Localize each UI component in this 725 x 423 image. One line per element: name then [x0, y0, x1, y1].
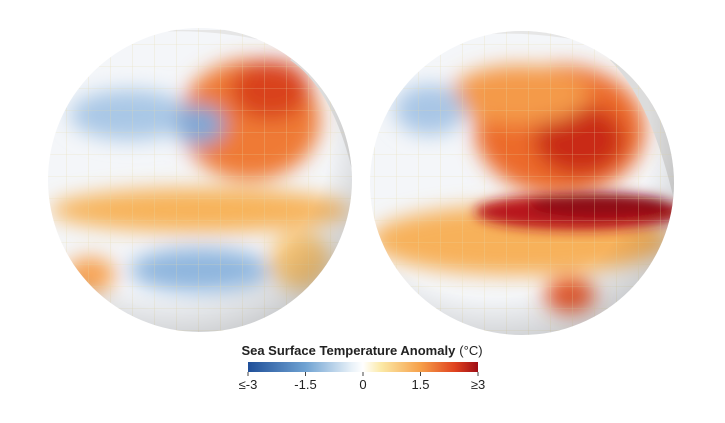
tick-label: 0	[359, 377, 366, 392]
legend-title: Sea Surface Temperature Anomaly	[241, 343, 456, 358]
tick-label: ≤-3	[239, 377, 258, 392]
legend: Sea Surface Temperature Anomaly (°C) ≤-3 -…	[239, 343, 486, 392]
tick-label: 1.5	[411, 377, 429, 392]
tick-label: ≥3	[471, 377, 485, 392]
globe-right	[370, 31, 674, 335]
tick-label: -1.5	[294, 377, 316, 392]
globe-left	[48, 28, 352, 332]
colorbar	[248, 362, 478, 372]
legend-heading: Sea Surface Temperature Anomaly (°C)	[241, 343, 482, 358]
legend-unit: (°C)	[459, 343, 482, 358]
